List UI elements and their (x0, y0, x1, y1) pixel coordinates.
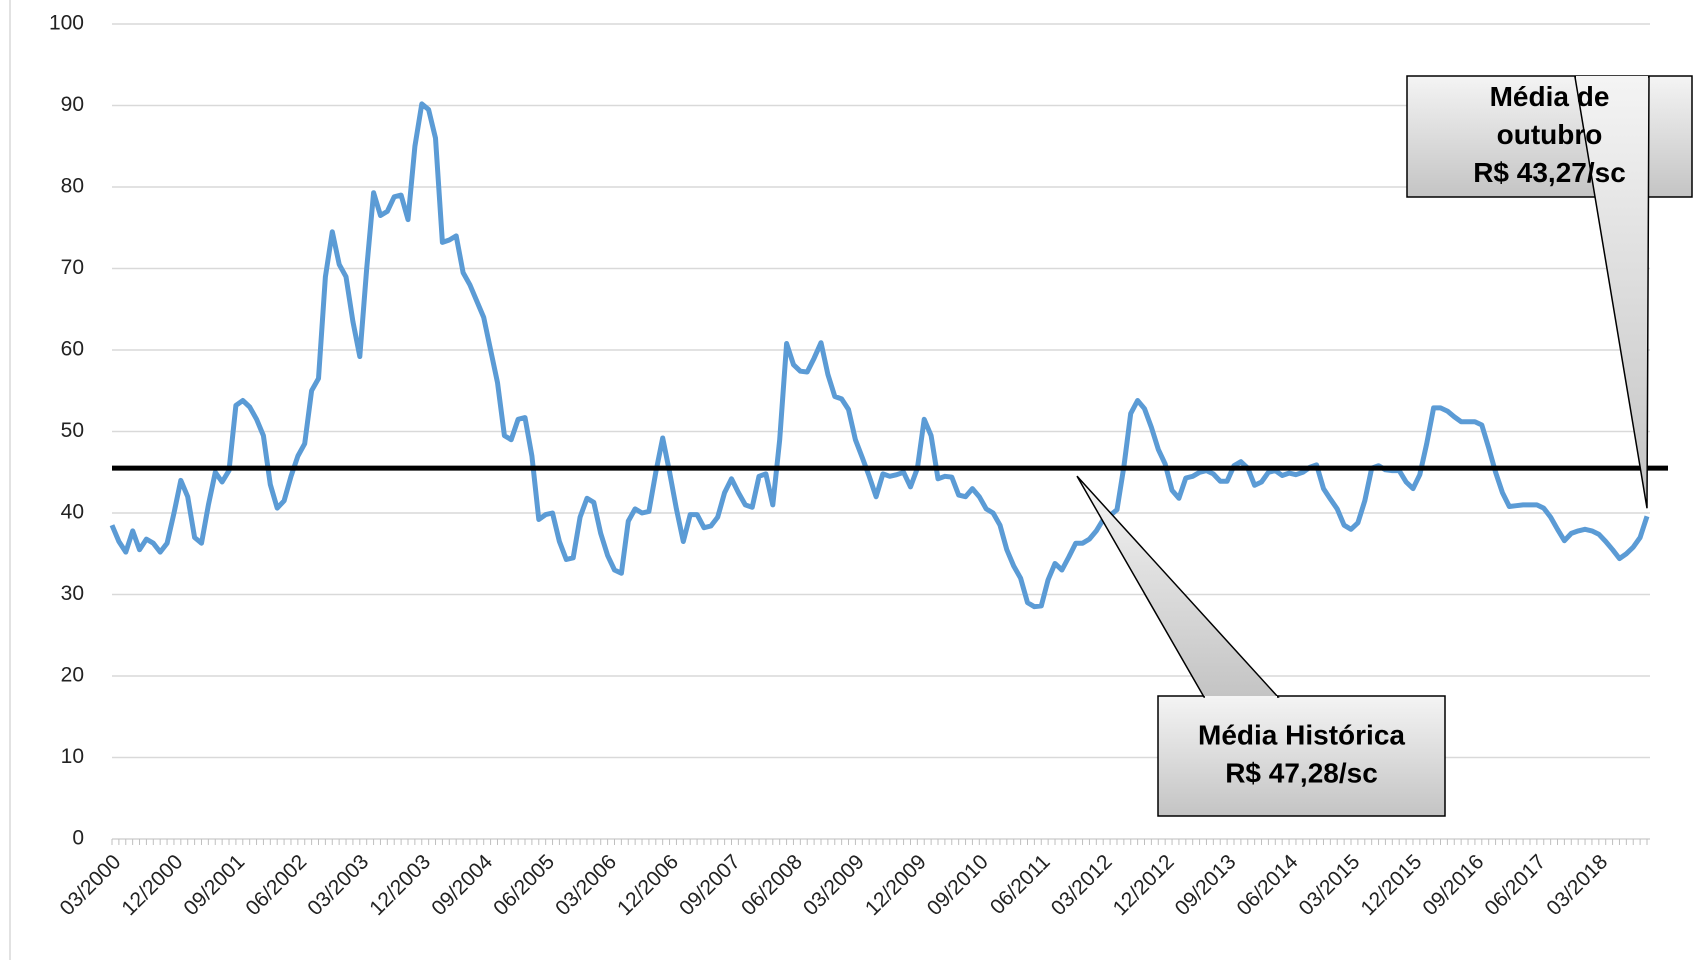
x-tick-label: 03/2000 (56, 850, 126, 920)
x-tick-label: 06/2005 (489, 850, 559, 920)
x-tick-label: 03/2006 (551, 850, 621, 920)
x-tick-label: 03/2009 (799, 850, 869, 920)
x-tick-label: 06/2008 (737, 850, 807, 920)
x-tick-label: 06/2002 (241, 850, 311, 920)
x-tick-label: 12/2009 (861, 850, 931, 920)
y-tick-label: 70 (61, 256, 84, 279)
x-tick-label: 09/2007 (675, 850, 745, 920)
callout: Média de outubro R$ 43,27/sc (1406, 75, 1693, 509)
x-tick-label: 09/2013 (1171, 850, 1241, 920)
x-tick-label: 06/2014 (1233, 850, 1303, 920)
x-tick-label: 06/2011 (986, 850, 1055, 919)
x-tick-label: 06/2017 (1480, 850, 1550, 920)
x-tick-label: 03/2012 (1047, 850, 1117, 920)
y-tick-label: 30 (61, 582, 84, 605)
callout: Média Histórica R$ 47,28/sc (1076, 475, 1446, 817)
x-tick-label: 12/2015 (1356, 850, 1426, 920)
x-tick-label: 09/2010 (923, 850, 993, 920)
y-tick-label: 50 (61, 419, 84, 442)
x-tick-label: 09/2016 (1418, 850, 1488, 920)
x-tick-label: 09/2004 (427, 850, 497, 920)
y-tick-label: 0 (72, 827, 84, 850)
x-tick-label: 12/2000 (117, 850, 187, 920)
x-tick-label: 03/2003 (303, 850, 373, 920)
x-tick-label: 09/2001 (179, 850, 249, 920)
callout-text: R$ 47,28/sc (1225, 757, 1378, 788)
callout-box (1157, 695, 1446, 817)
x-tick-label: 03/2018 (1542, 850, 1612, 920)
y-tick-label: 20 (61, 664, 84, 687)
y-tick-label: 10 (61, 745, 84, 768)
callout-text: outubro (1497, 119, 1603, 150)
y-tick-label: 60 (61, 338, 84, 361)
callout-pointer (1076, 475, 1280, 698)
y-tick-label: 40 (61, 501, 84, 524)
x-tick-label: 12/2012 (1109, 850, 1179, 920)
x-tick-label: 03/2015 (1295, 850, 1365, 920)
y-tick-label: 90 (61, 93, 84, 116)
y-tick-label: 80 (61, 175, 84, 198)
callout-text: Média Histórica (1198, 719, 1405, 750)
x-tick-label: 12/2003 (365, 850, 435, 920)
callout-text: R$ 43,27/sc (1473, 157, 1626, 188)
y-tick-label: 100 (49, 12, 84, 35)
callout-text: Média de (1490, 81, 1610, 112)
x-tick-label: 12/2006 (613, 850, 683, 920)
